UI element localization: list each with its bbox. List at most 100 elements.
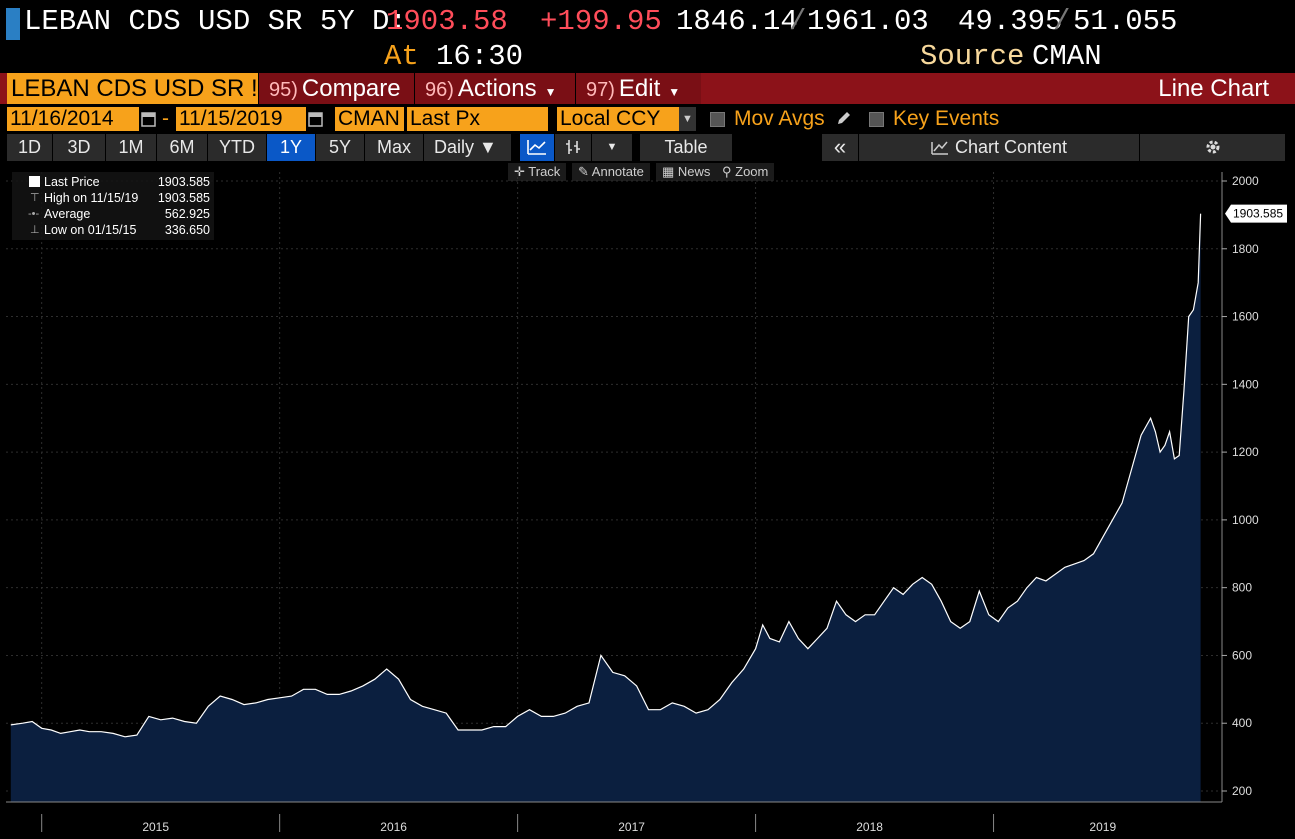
x-tick-label: 2017	[618, 820, 645, 834]
price-line	[10, 213, 1202, 738]
price-area	[10, 213, 1201, 802]
y-tick-label: 1400	[1232, 377, 1259, 391]
y-tick-label: 1800	[1232, 242, 1259, 256]
legend-value: 562.925	[164, 207, 210, 221]
y-tick-label: 2000	[1232, 174, 1259, 188]
function-bar: LEBAN CDS USD SR ! 95) Compare 96) Actions…	[0, 73, 1295, 104]
range-3d-button[interactable]: 3D	[53, 134, 106, 161]
settings-gear-icon[interactable]	[1140, 134, 1286, 161]
legend-value: 1903.585	[157, 191, 210, 205]
day-low: 1846.14	[676, 5, 798, 38]
range-1m-button[interactable]: 1M	[106, 134, 157, 161]
range-5y-button[interactable]: 5Y	[316, 134, 365, 161]
calendar-icon[interactable]	[308, 110, 323, 127]
track-label: Track	[528, 164, 561, 179]
low-marker-icon: ⊥	[30, 224, 40, 236]
chart-type-title: Line Chart	[1158, 75, 1269, 102]
edit-menu[interactable]: 97) Edit ▼	[575, 73, 701, 104]
last-price-tag-shape	[1225, 204, 1287, 223]
x-tick-label: 2019	[1089, 820, 1116, 834]
date-range-dash: -	[162, 107, 169, 130]
caret-down-icon: ▼	[474, 137, 497, 157]
line-chart-icon[interactable]	[520, 134, 555, 161]
compare-button[interactable]: 95) Compare	[258, 73, 421, 104]
collapse-left-icon[interactable]: «	[822, 134, 859, 161]
actions-label: Actions	[457, 75, 537, 102]
range-1y-button[interactable]: 1Y	[267, 134, 316, 161]
range-bar: 1D 3D 1M 6M YTD 1Y 5Y Max Daily ▼ ▼ Tabl…	[0, 134, 1295, 161]
chart-legend: Last Price 1903.585 ⊤ High on 11/15/19 1…	[12, 172, 214, 240]
y-tick-label: 1200	[1232, 445, 1259, 459]
dropdown-arrow-icon[interactable]: ▼	[679, 107, 696, 131]
quote-time: 16:30	[436, 40, 524, 73]
periodicity-dropdown[interactable]: Daily ▼	[424, 134, 512, 161]
table-button[interactable]: Table	[640, 134, 733, 161]
range-6m-button[interactable]: 6M	[157, 134, 208, 161]
x-tick-label: 2018	[856, 820, 883, 834]
currency-selector[interactable]: Local CCY	[557, 107, 680, 131]
quote-header: LEBAN CDS USD SR 5Y D: 1903.58 +199.95 1…	[0, 0, 1295, 44]
crosshair-icon: ✛	[514, 164, 529, 179]
legend-swatch-icon	[29, 176, 40, 187]
end-date-field[interactable]: 11/15/2019	[176, 107, 306, 131]
compare-label: Compare	[301, 75, 401, 102]
pencil-icon[interactable]	[835, 109, 853, 127]
key-events-checkbox[interactable]	[869, 112, 884, 127]
average-marker-icon: -•-	[28, 208, 40, 220]
source-value: CMAN	[1032, 40, 1102, 73]
legend-label: Low on 01/15/15	[44, 223, 137, 237]
news-icon: ▦	[662, 164, 678, 179]
source-label: Source	[920, 40, 1025, 73]
separator: /	[789, 5, 807, 38]
x-tick-label: 2016	[380, 820, 407, 834]
bar-chart-icon[interactable]	[555, 134, 592, 161]
day-high: 1961.03	[807, 5, 929, 38]
zoom-tool[interactable]: ⚲ Zoom	[716, 163, 775, 181]
actions-menu[interactable]: 96) Actions ▼	[414, 73, 582, 104]
y-tick-label: 1000	[1232, 513, 1259, 527]
security-name: LEBAN CDS USD SR 5Y D:	[24, 5, 407, 38]
ask-value: 51.055	[1073, 5, 1178, 38]
range-ytd-button[interactable]: YTD	[208, 134, 267, 161]
annotate-tool[interactable]: ✎ Annotate	[572, 163, 650, 181]
last-price-tag: 1903.585	[1225, 204, 1287, 223]
range-1d-button[interactable]: 1D	[7, 134, 53, 161]
security-input[interactable]: LEBAN CDS USD SR !	[7, 73, 258, 104]
last-price: 1903.58	[386, 5, 508, 38]
track-tool[interactable]: ✛ Track	[508, 163, 567, 181]
chart-content-label: Chart Content	[954, 137, 1068, 157]
legend-row-low: ⊥ Low on 01/15/15 336.650	[12, 222, 214, 238]
chart-content-button[interactable]: Chart Content	[859, 134, 1140, 161]
mov-avgs-checkbox[interactable]	[710, 112, 725, 127]
legend-label: Average	[44, 207, 91, 221]
legend-value: 1903.585	[157, 175, 210, 189]
security-input-text: LEBAN CDS USD SR !	[11, 75, 258, 102]
field-selector[interactable]: Last Px	[407, 107, 548, 131]
high-marker-icon: ⊤	[30, 192, 40, 204]
legend-row-last: Last Price 1903.585	[12, 174, 214, 190]
chart-content-icon	[931, 141, 948, 155]
news-label: News	[677, 164, 711, 179]
actions-num: 96)	[425, 79, 454, 101]
legend-label: High on 11/15/19	[44, 191, 139, 205]
price-change: +199.95	[540, 5, 662, 38]
periodicity-label: Daily	[434, 137, 475, 157]
legend-value: 336.650	[164, 223, 210, 237]
x-tick-label: 2015	[142, 820, 169, 834]
start-date-field[interactable]: 11/16/2014	[7, 107, 139, 131]
chart-style-dropdown[interactable]: ▼	[592, 134, 633, 161]
edit-label: Edit	[618, 75, 661, 102]
source-field[interactable]: CMAN	[335, 107, 404, 131]
y-tick-label: 400	[1232, 716, 1252, 730]
news-tool[interactable]: ▦ News	[656, 163, 717, 181]
key-events-label: Key Events	[893, 107, 1000, 130]
legend-row-high: ⊤ High on 11/15/19 1903.585	[12, 190, 214, 206]
legend-row-average: -•- Average 562.925	[12, 206, 214, 222]
pencil-icon: ✎	[578, 164, 592, 179]
x-axis-ticks: 2015 2016 2017 2018 2019	[41, 814, 1116, 834]
range-max-button[interactable]: Max	[365, 134, 424, 161]
y-tick-label: 600	[1232, 648, 1252, 662]
calendar-icon[interactable]	[141, 110, 156, 127]
price-chart[interactable]: 200 400 600 800 1000 1200 1400 1600 1800 2000 201…	[0, 162, 1295, 839]
y-axis-ticks: 200 400 600 800 1000 1200 1400 1600 1800 2000	[1222, 174, 1259, 798]
